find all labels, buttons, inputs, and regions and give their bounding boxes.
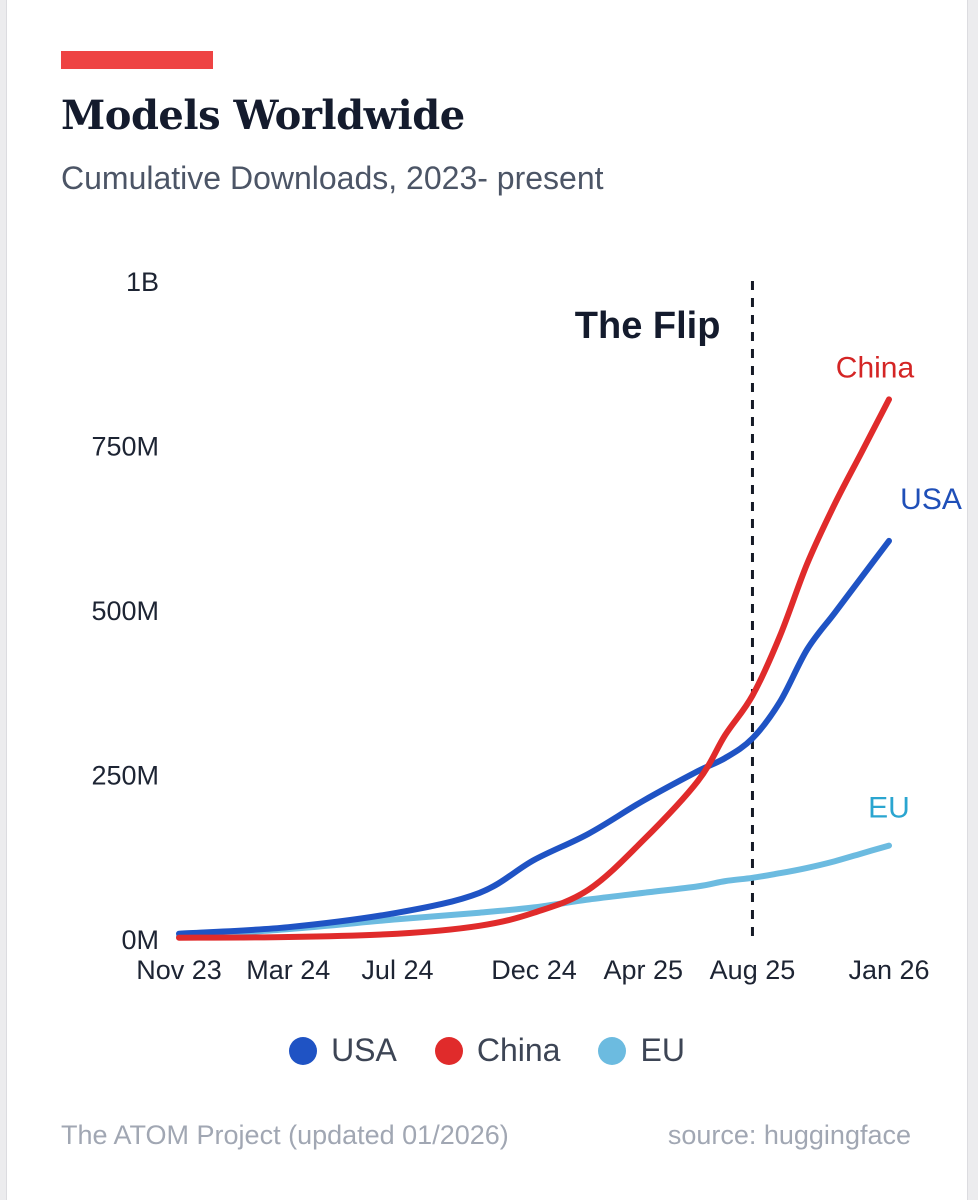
series-line-eu bbox=[176, 842, 892, 940]
y-tick-label: 1B bbox=[126, 267, 159, 297]
series-line-china bbox=[176, 396, 892, 941]
x-tick-label: Mar 24 bbox=[246, 955, 330, 985]
series-line-usa bbox=[176, 537, 892, 937]
x-tick-label: Apr 25 bbox=[603, 955, 683, 985]
footer-source: source: huggingface bbox=[667, 1120, 911, 1150]
legend-item-usa: USA bbox=[289, 1032, 397, 1069]
y-tick-label: 250M bbox=[91, 761, 159, 791]
legend-dot-eu bbox=[598, 1036, 627, 1065]
legend-item-china: China bbox=[434, 1032, 561, 1069]
chart-subtitle: Cumulative Downloads, 2023- present bbox=[61, 160, 604, 196]
x-tick-label: Jan 26 bbox=[848, 955, 929, 985]
legend-label-china: China bbox=[476, 1032, 561, 1068]
legend-item-eu: EU bbox=[598, 1032, 685, 1069]
chart-title: Models Worldwide bbox=[61, 92, 465, 139]
y-tick-label: 750M bbox=[91, 432, 159, 462]
y-tick-label: 500M bbox=[91, 596, 159, 626]
x-tick-label: Dec 24 bbox=[491, 955, 577, 985]
y-tick-label: 0M bbox=[121, 925, 159, 955]
accent-bar bbox=[61, 51, 213, 69]
chart-legend: USA China EU bbox=[7, 1032, 967, 1069]
chart-card: Models Worldwide Cumulative Downloads, 2… bbox=[6, 0, 968, 1200]
series-end-label-china: China bbox=[836, 351, 915, 384]
footer-credit: The ATOM Project (updated 01/2026) bbox=[61, 1120, 509, 1150]
series-end-label-eu: EU bbox=[868, 792, 910, 825]
legend-label-eu: EU bbox=[640, 1032, 685, 1068]
line-chart: 0M 250M 500M 750M 1B Nov 23 Mar 24 Jul 24 Dec 24… bbox=[91, 267, 962, 985]
legend-label-usa: USA bbox=[331, 1032, 397, 1068]
x-tick-label: Nov 23 bbox=[136, 955, 222, 985]
series-end-label-usa: USA bbox=[900, 483, 962, 516]
x-tick-label: Jul 24 bbox=[361, 955, 433, 985]
x-tick-label: Aug 25 bbox=[710, 955, 796, 985]
legend-dot-china bbox=[434, 1036, 463, 1065]
flip-annotation-label: The Flip bbox=[575, 305, 721, 347]
legend-dot-usa bbox=[289, 1036, 318, 1065]
